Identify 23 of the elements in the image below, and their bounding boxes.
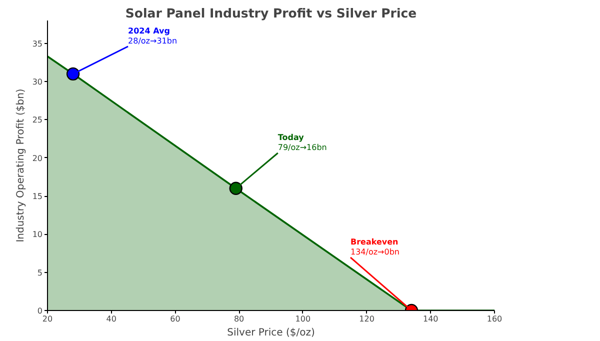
x-tick-label: 100 bbox=[295, 314, 311, 324]
chart-title: Solar Panel Industry Profit vs Silver Price bbox=[125, 6, 417, 20]
y-tick-label: 15 bbox=[32, 192, 43, 202]
x-tick-label: 160 bbox=[486, 314, 502, 324]
point bbox=[229, 182, 242, 195]
y-axis-title: Industry Operating Profit ($bn) bbox=[15, 88, 26, 242]
y-tick-label: 10 bbox=[32, 230, 43, 240]
y-tick-label: 25 bbox=[32, 116, 43, 125]
y-tick-label: 35 bbox=[32, 39, 43, 48]
x-axis-title: Silver Price ($/oz) bbox=[227, 328, 315, 338]
x-tick-label: 120 bbox=[359, 314, 374, 324]
x-tick-label: 140 bbox=[423, 314, 438, 324]
y-tick-label: 0 bbox=[37, 306, 43, 316]
point bbox=[66, 67, 80, 81]
annotation: Breakeven 134/oz→0bn bbox=[350, 237, 400, 256]
annotation: 2024 Avg 28/oz→31bn bbox=[128, 26, 178, 46]
annotation: Today 79/oz→16bn bbox=[278, 133, 327, 152]
x-tick-label: 40 bbox=[106, 314, 116, 324]
x-tick-label: 60 bbox=[170, 314, 180, 324]
y-tick-label: 30 bbox=[32, 78, 43, 87]
x-tick-label: 80 bbox=[234, 314, 244, 324]
y-tick-label: 20 bbox=[32, 154, 43, 163]
y-tick-label: 5 bbox=[37, 268, 43, 278]
